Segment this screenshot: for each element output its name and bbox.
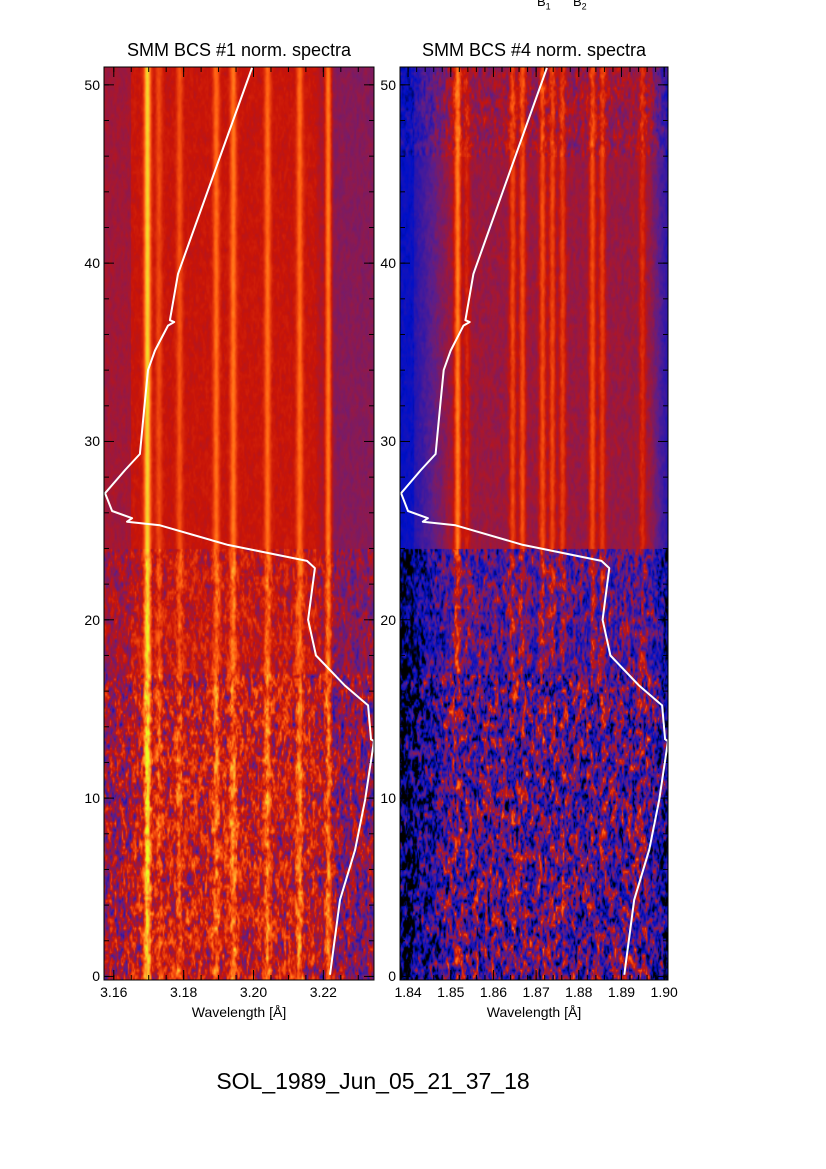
x-tick-label: 1.85 <box>437 984 465 1000</box>
x-tick-label: 1.88 <box>565 984 593 1000</box>
y-tick-label: 10 <box>380 790 396 807</box>
y-tick-label: 0 <box>92 968 100 985</box>
x-tick-label: 1.90 <box>650 984 678 1000</box>
x-tick-label: 3.18 <box>170 984 198 1000</box>
axes-overlay <box>399 66 669 981</box>
header-label-sub: 2 <box>581 1 587 12</box>
y-tick-label: 10 <box>84 790 100 807</box>
plot-frame <box>399 66 669 981</box>
y-tick-label: 30 <box>380 433 396 450</box>
x-tick-label: 3.22 <box>309 984 337 1000</box>
light-curve-line <box>400 67 669 975</box>
header-label-base: B <box>573 0 582 9</box>
header-label-sub: 1 <box>545 1 551 12</box>
axes-overlay <box>103 66 375 981</box>
x-tick-label: 1.84 <box>394 984 422 1000</box>
y-tick-label: 40 <box>380 255 396 272</box>
x-tick-label: 1.86 <box>479 984 508 1000</box>
y-tick-label: 30 <box>84 433 100 450</box>
x-tick-label: 1.87 <box>522 984 550 1000</box>
y-tick-label: 20 <box>84 611 100 628</box>
header-label-base: B <box>537 0 546 9</box>
figure-label: SOL_1989_Jun_05_21_37_18 <box>216 1068 530 1094</box>
header-label-b1: B1 <box>537 0 551 12</box>
y-tick-label: 0 <box>388 968 396 985</box>
y-tick-label: 50 <box>84 76 100 93</box>
light-curve-line <box>104 67 375 975</box>
x-axis-label: Wavelength [Å] <box>191 1004 287 1020</box>
x-tick-label: 1.89 <box>607 984 636 1000</box>
plot-frame <box>103 66 375 981</box>
y-tick-label: 50 <box>380 76 396 93</box>
x-axis-label: Wavelength [Å] <box>486 1004 582 1020</box>
y-tick-label: 40 <box>84 255 100 272</box>
panel-title: SMM BCS #4 norm. spectra <box>421 40 647 60</box>
x-tick-label: 3.16 <box>100 984 128 1000</box>
panel-title: SMM BCS #1 norm. spectra <box>126 40 352 60</box>
header-label-b2: B2 <box>573 0 587 12</box>
x-tick-label: 3.20 <box>239 984 268 1000</box>
y-tick-label: 20 <box>380 611 396 628</box>
